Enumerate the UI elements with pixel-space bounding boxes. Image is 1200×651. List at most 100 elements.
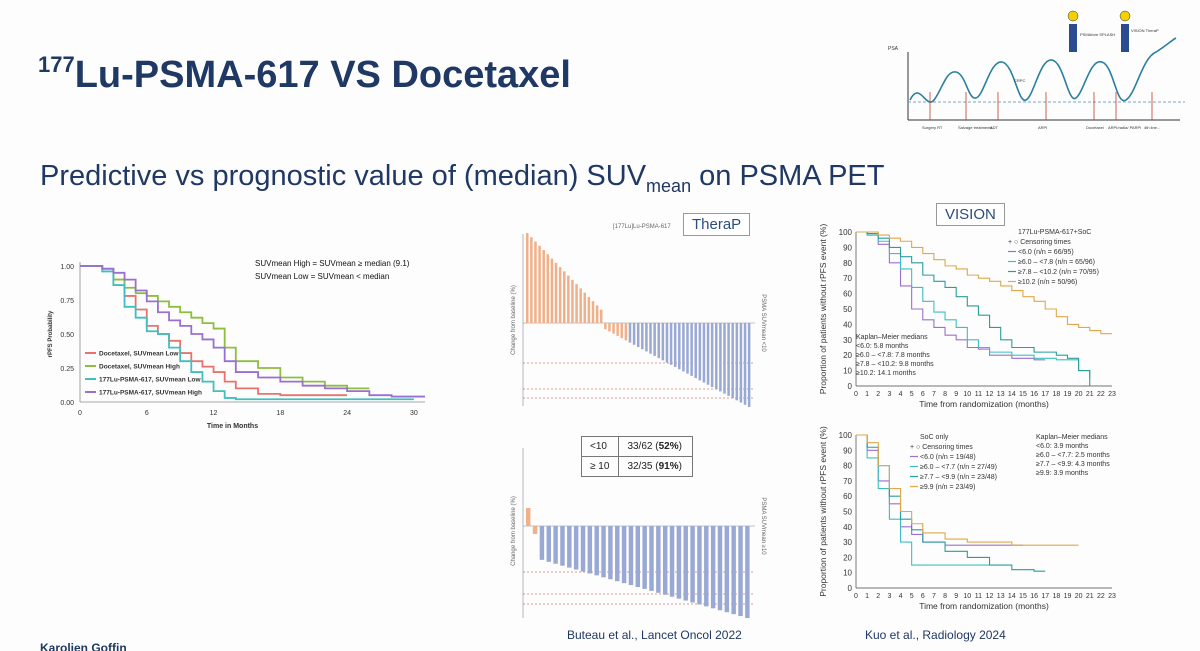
legend-label: ≥6.0 – <7.8 (n/n = 65/96) [1018,259,1095,266]
top-y-label: Change from baseline (%) [511,285,517,355]
x-tick-label: 19 [1064,593,1072,600]
legend-title: SoC only [920,434,949,441]
waterfall-bar [738,526,743,617]
waterfall-bar [615,526,620,582]
legend-label: ≥9.9 (n/n = 23/49) [920,484,975,491]
x-tick-label: 13 [997,391,1005,398]
ratio-close: ) [678,461,682,472]
y-axis-label: rPFS Probability [48,310,54,357]
x-tick-label: 7 [932,593,936,600]
x-tick-label: 18 [276,410,284,417]
y-tick-label: 0.75 [60,298,74,305]
citation-kuo: Kuo et al., Radiology 2024 [865,628,1006,642]
waterfall-bar [653,323,656,356]
waterfall-bar [628,323,632,343]
waterfall-bar [704,526,709,607]
bottom-side-label: PSMA SUVmean ≥10 [760,497,766,555]
waterfall-bar [546,254,550,323]
waterfall-bar [727,323,730,396]
x-tick-label: 2 [876,593,880,600]
response-table: <10 33/62 (52%) ≥ 10 32/35 (91%) [580,436,693,477]
legend-label: ≥6.0 – <7.7 (n/n = 27/49) [920,464,997,471]
waterfall-bar [575,284,578,323]
waterfall-bar [715,323,718,390]
subtitle-text: Predictive vs prognostic value of (media… [40,160,647,192]
series-line [80,265,370,390]
x-tick-label: 5 [910,391,914,398]
y-tick-label: 100 [839,228,853,237]
waterfall-bar [745,526,750,618]
x-tick-label: 4 [899,593,903,600]
legend-label: <6.0 (n/n = 19/48) [920,454,976,461]
x-tick-label: 21 [1086,391,1094,398]
y-axis-label: Proportion of patients without rPFS even… [818,224,828,395]
waterfall-bar [657,323,660,359]
x-tick-label: 6 [145,410,149,417]
x-tick-label: 19 [1064,391,1072,398]
median-value: ≥7.7 – <9.9: 4.3 months [1036,461,1110,468]
waterfall-bar [632,323,636,345]
x-tick-label: 11 [975,391,982,398]
waterfall-bar [591,301,595,323]
waterfall-bar [662,526,668,595]
waterfall-bar [604,323,607,330]
stage-label: ARPI [1038,125,1047,130]
waterfall-bar [669,323,673,365]
bottom-y-label: Change from baseline (%) [511,496,517,566]
x-tick-label: 3 [887,391,891,398]
x-tick-label: 14 [1008,593,1016,600]
x-tick-label: 15 [1019,391,1027,398]
annotation-high: SUVmean High = SUVmean ≥ median (9.1) [255,259,410,268]
x-tick-label: 0 [854,593,858,600]
legend-censor-label: + ○ Censoring times [1008,239,1071,246]
crpc-label: CRPC [1014,78,1025,83]
flag-bar [1121,24,1129,52]
waterfall-bar [560,526,565,566]
x-axis-label: Time from randomization (months) [919,399,1049,409]
series-line [856,231,1112,335]
slide-subtitle: Predictive vs prognostic value of (media… [40,160,885,197]
x-tick-label: 24 [343,410,351,417]
waterfall-bar [690,526,695,603]
radiation-flag-right: VISION TheraP [1119,10,1159,52]
stage-label: ARPI/radia/ PARPi [1108,125,1141,130]
psa-course-diagram: PSA CRPC Surgery RT Salvage treatmentsADT… [888,10,1185,130]
legend-label: ≥10.2 (n/n = 50/96) [1018,279,1077,286]
legend-label: ≥7.8 – <10.2 (n/n = 70/95) [1018,269,1099,276]
waterfall-bar [717,526,723,611]
x-tick-label: 22 [1097,391,1105,398]
waterfall-bar [628,526,634,586]
ratio-text: 32/35 ( [627,461,659,472]
waterfall-bar [710,323,714,387]
waterfall-bar [580,526,586,572]
waterfall-bar [587,296,591,323]
stage-label: ADT [990,125,999,130]
waterfall-bar [682,323,685,372]
waterfall-bar [645,323,648,352]
waterfall-bar [723,323,726,394]
x-tick-label: 6 [921,391,925,398]
waterfall-bar [567,526,572,568]
waterfall-bar [616,323,619,336]
citation-buteau: Buteau et al., Lancet Oncol 2022 [567,628,742,642]
x-tick-label: 12 [986,593,994,600]
y-tick-label: 0.00 [60,400,74,407]
waterfall-bar [686,323,689,374]
waterfall-bar [542,250,545,323]
waterfall-bar [731,526,736,615]
x-tick-label: 0 [78,410,82,417]
waterfall-bar [698,323,702,381]
legend-title: 177Lu-PSMA-617+SoC [1018,229,1091,236]
y-tick-label: 30 [843,336,852,345]
x-tick-label: 23 [1108,593,1116,600]
x-tick-label: 17 [1041,391,1049,398]
waterfall-bar [665,323,669,363]
waterfall-bar [608,526,613,580]
x-tick-label: 16 [1030,391,1038,398]
waterfall-bar [710,526,716,609]
ratio-close: ) [678,441,682,452]
waterfall-bar [621,526,627,584]
waterfall-bar [553,526,558,564]
waterfall-bar [676,526,682,599]
waterfall-bar [620,323,624,339]
